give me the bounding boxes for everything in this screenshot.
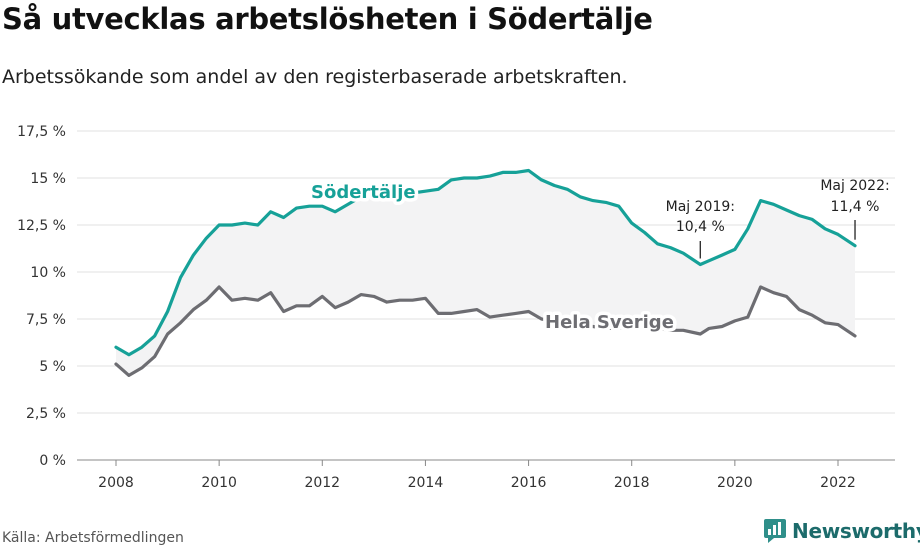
annotation-value-2022: 11,4 %: [831, 199, 880, 215]
brand-logo: Newsworthy: [764, 519, 920, 543]
annotation-label-2019: Maj 2019:: [666, 199, 735, 215]
y-tick-label: 17,5 %: [17, 124, 66, 140]
source-note: Källa: Arbetsförmedlingen: [2, 530, 184, 546]
sverige-label-halo: Hela Sverige: [545, 312, 674, 333]
newsworthy-logo-icon: [764, 519, 786, 543]
annotations: Maj 2019: 10,4 % Maj 2022: 11,4 %: [666, 178, 890, 259]
x-tick-label: 2020: [717, 475, 753, 491]
gap-area: [116, 170, 855, 376]
x-tick-label: 2008: [98, 475, 134, 491]
y-tick-label: 2,5 %: [26, 406, 66, 422]
sodertalje-label-halo: Södertälje: [311, 182, 416, 203]
chart-title: Så utvecklas arbetslösheten i Södertälje: [2, 2, 653, 36]
y-axis: 0 % 2,5 % 5 % 7,5 % 10 % 12,5 % 15 % 17,5 %: [17, 124, 66, 469]
x-tick-label: 2016: [511, 475, 547, 491]
y-tick-label: 7,5 %: [26, 312, 66, 328]
y-tick-label: 15 %: [30, 171, 66, 187]
series-lines: [114, 168, 857, 377]
sodertalje-line: [114, 168, 857, 357]
sodertalje-label: Södertälje: [311, 182, 416, 203]
x-tick-label: 2010: [201, 475, 237, 491]
x-axis: 2008 2010 2012 2014 2016 2018 2020 2022: [98, 460, 856, 491]
brand-name: Newsworthy: [792, 519, 920, 543]
annotation-value-2019: 10,4 %: [676, 219, 725, 235]
sverige-line: [114, 285, 857, 377]
y-tick-label: 0 %: [39, 453, 66, 469]
annotation-label-2022: Maj 2022:: [820, 178, 889, 194]
y-tick-label: 5 %: [39, 359, 66, 375]
x-tick-label: 2012: [304, 475, 340, 491]
gap-area-fill: [116, 170, 855, 376]
x-tick-label: 2022: [820, 475, 856, 491]
chart-subtitle: Arbetssökande som andel av den registerb…: [2, 66, 628, 88]
y-tick-label: 10 %: [30, 265, 66, 281]
x-tick-label: 2014: [408, 475, 444, 491]
y-tick-label: 12,5 %: [17, 218, 66, 234]
x-tick-label: 2018: [614, 475, 650, 491]
sverige-label: Hela Sverige: [545, 312, 674, 333]
